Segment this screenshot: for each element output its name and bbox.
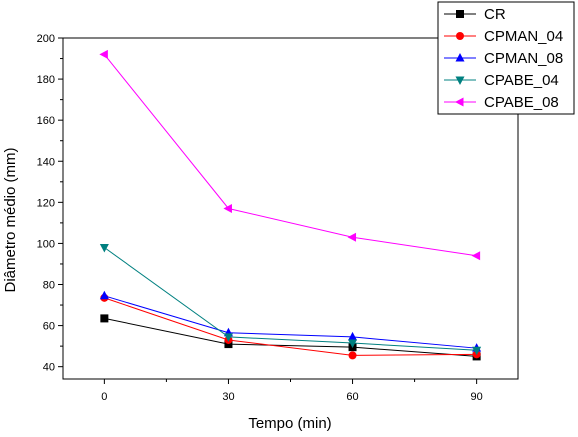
data-point-cpabe-08 xyxy=(99,49,108,59)
data-point-cpabe-04 xyxy=(472,346,482,356)
data-point-cpabe-08 xyxy=(347,232,357,242)
y-tick-label: 60 xyxy=(43,321,55,333)
data-point-cpabe-04 xyxy=(223,333,233,342)
y-tick-label: 140 xyxy=(37,156,55,168)
legend-marker-cr xyxy=(456,10,464,18)
series-line-cpabe-08 xyxy=(103,54,477,257)
data-point-cpman-08 xyxy=(348,331,358,341)
y-tick-label: 180 xyxy=(37,74,55,86)
legend-item-cpman-08: CPMAN_08 xyxy=(444,50,563,67)
legend-marker-cpman-04 xyxy=(456,32,464,40)
series-cr xyxy=(100,314,481,361)
data-point-cr xyxy=(224,340,233,349)
y-tick-label: 40 xyxy=(43,362,55,374)
series-line-cpman-04 xyxy=(104,297,477,356)
legend: CR CPMAN_04 CPMAN_08 CPABE_04 CPABE_08 xyxy=(437,1,575,115)
legend-label: CPABE_08 xyxy=(484,94,559,111)
y-tick-label: 80 xyxy=(43,280,55,292)
series-cpman-04 xyxy=(100,293,481,360)
x-tick-label: 90 xyxy=(471,391,483,403)
legend-item-cr: CR xyxy=(444,6,506,23)
y-tick-label: 160 xyxy=(37,115,55,127)
legend-label: CPMAN_04 xyxy=(484,28,563,45)
legend-label: CR xyxy=(484,6,506,23)
y-tick-label: 200 xyxy=(37,33,55,45)
y-tick-label: 100 xyxy=(37,238,55,250)
legend-marker-cpabe-04 xyxy=(455,76,465,85)
x-tick-label: 30 xyxy=(222,391,234,403)
y-tick-label: 120 xyxy=(37,197,55,209)
data-point-cpman-08 xyxy=(99,290,109,300)
legend-item-cpabe-04: CPABE_04 xyxy=(444,72,559,89)
data-point-cpabe-08 xyxy=(223,204,232,213)
data-point-cpabe-08 xyxy=(471,251,481,261)
data-point-cpabe-04 xyxy=(99,244,109,253)
x-tick-label: 60 xyxy=(346,391,358,403)
series-layer xyxy=(99,49,482,361)
series-line-cpman-08 xyxy=(104,295,477,349)
series-cpabe-04 xyxy=(99,244,482,356)
data-point-cr xyxy=(100,314,109,323)
legend-item-cpabe-08: CPABE_08 xyxy=(444,94,559,111)
data-point-cpman-04 xyxy=(348,351,357,360)
x-tick-label: 0 xyxy=(101,391,107,403)
series-cpabe-08 xyxy=(99,49,481,261)
legend-marker-cpman-08 xyxy=(455,53,465,62)
legend-item-cpman-04: CPMAN_04 xyxy=(444,28,563,45)
series-line-cpabe-04 xyxy=(104,247,477,351)
series-line-cr xyxy=(104,317,477,357)
y-axis-title: Diâmetro médio (mm) xyxy=(2,147,19,292)
data-point-cpabe-04 xyxy=(348,339,358,349)
legend-marker-cpabe-08 xyxy=(455,97,464,107)
legend-label: CPMAN_08 xyxy=(484,50,563,67)
x-axis-title: Tempo (min) xyxy=(248,415,331,432)
legend-label: CPABE_04 xyxy=(484,72,559,89)
axes: 0 30 60 90 40 60 80 100 120 140 160 180 200 xyxy=(37,33,519,403)
series-cpman-08 xyxy=(99,290,482,352)
